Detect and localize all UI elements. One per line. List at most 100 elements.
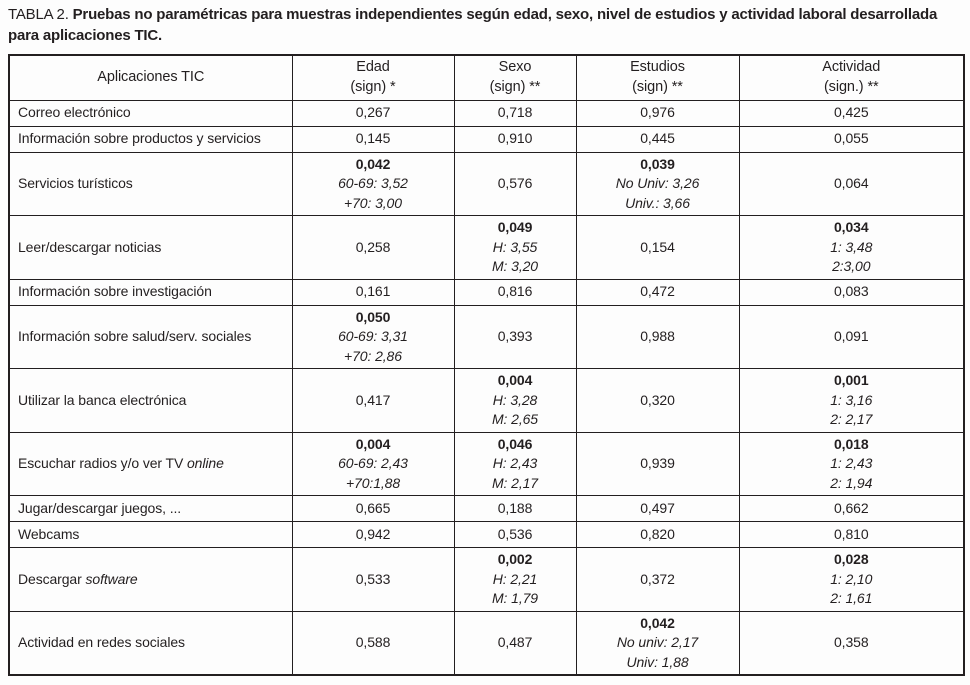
cell-sub-value: 1: 2,10 [830,570,873,587]
cell-sub-value: 2:3,00 [832,258,871,274]
sexo-cell: 0,536 [453,521,577,548]
cell-sub-value: H: 2,21 [492,570,538,587]
actividad-cell: 0,064 [738,151,965,216]
app-label-segment: Webcams [18,525,80,542]
cell-main-value: 0,665 [355,499,391,516]
app-label-segment: Información sobre salud/serv. sociales [18,328,252,344]
app-cell: Información sobre salud/serv. sociales [8,304,293,369]
edad-cell: 0,588 [291,610,455,676]
table-caption-number: TABLA 2. [8,6,69,23]
cell-sub-value: M: 2,17 [492,474,538,491]
cell-main-value: 0,258 [355,238,391,255]
cell-main-value: 0,055 [833,130,869,147]
cell-sub-value: +70:1,88 [345,474,401,491]
edad-cell: 0,417 [291,368,455,433]
table-row: Servicios turísticos 0,042 60-69: 3,52 +70… [8,151,965,216]
actividad-cell: 0,018 1: 2,43 2: 1,94 [738,431,965,496]
sexo-cell: 0,002 H: 2,21 M: 1,79 [453,547,577,612]
sexo-cell: 0,910 [453,125,577,153]
cell-main-value: 0,018 [833,435,869,452]
app-label-segment: Actividad en redes sociales [18,634,185,650]
actividad-cell: 0,034 1: 3,48 2:3,00 [738,215,965,280]
column-header-sub: (sign) ** [489,78,541,95]
table-row: Actividad en redes sociales 0,588 0,487 … [8,610,965,676]
app-label-segment: software [85,570,138,587]
app-label-segment: Correo electrónico [18,104,131,121]
cell-main-value: 0,039 [640,155,675,172]
estudios-cell: 0,372 [575,547,740,612]
estudios-cell: 0,154 [575,215,740,280]
app-cell: Leer/descargar noticias [8,215,293,280]
cell-main-value: 0,042 [355,155,391,172]
cell-main-value: 0,034 [833,219,869,235]
actividad-cell: 0,055 [738,125,965,153]
actividad-cell: 0,091 [738,304,965,369]
sexo-cell: 0,393 [453,304,577,369]
cell-main-value: 0,816 [497,283,533,300]
table-row: Información sobre productos y servicios … [8,125,965,153]
cell-main-value: 0,445 [640,130,675,147]
app-cell: Correo electrónico [8,99,293,127]
edad-cell: 0,665 [291,495,455,522]
cell-main-value: 0,046 [497,435,533,452]
estudios-cell: 0,320 [575,368,740,433]
column-header-sexo: Sexo (sign) ** [453,54,577,101]
actividad-cell: 0,028 1: 2,10 2: 1,61 [738,547,965,612]
cell-main-value: 0,417 [355,391,391,408]
cell-sub-value: 2: 2,17 [830,411,873,427]
table-row: Jugar/descargar juegos, ... 0,665 0,188 … [8,495,965,522]
cell-main-value: 0,161 [355,283,391,300]
table-caption-text: Pruebas no paramétricas para muestras in… [8,6,938,44]
app-label-segment: Escuchar radios y/o ver TV [18,455,187,471]
cell-sub-value: No Univ: 3,26 [615,175,700,191]
table-caption: TABLA 2. Pruebas no paramétricas para mu… [0,0,960,46]
estudios-cell: 0,939 [575,431,740,496]
app-label-segment: Utilizar la banca electrónica [18,391,187,408]
table-body: Correo electrónico 0,267 0,718 0,976 0,4… [8,99,965,676]
edad-cell: 0,004 60-69: 2,43 +70:1,88 [291,431,455,496]
cell-main-value: 0,425 [833,104,869,121]
estudios-cell: 0,497 [575,495,740,522]
cell-main-value: 0,976 [640,104,675,121]
column-header-label: Actividad [822,59,881,76]
sexo-cell: 0,718 [453,99,577,127]
sexo-cell: 0,004 H: 3,28 M: 2,65 [453,368,577,433]
cell-sub-value: M: 1,79 [492,590,538,606]
app-cell: Información sobre investigación [8,278,293,306]
app-cell: Escuchar radios y/o ver TV online [8,431,293,496]
cell-sub-value: +70: 2,86 [344,347,402,364]
app-label-segment: Descargar [18,570,86,587]
cell-main-value: 0,042 [640,614,675,631]
estudios-cell: 0,472 [575,278,740,306]
app-cell: Jugar/descargar juegos, ... [8,495,293,522]
cell-sub-value: 60-69: 2,43 [338,455,408,471]
cell-main-value: 0,358 [833,634,869,650]
cell-main-value: 0,001 [833,372,869,388]
cell-main-value: 0,810 [833,525,869,542]
cell-main-value: 0,154 [640,238,675,255]
sexo-cell: 0,046 H: 2,43 M: 2,17 [453,431,577,496]
table-row: Descargar software 0,533 0,002 H: 2,21 M: … [8,547,965,612]
cell-sub-value: 1: 2,43 [830,455,873,471]
column-header-sub: (sign.) ** [823,78,879,95]
edad-cell: 0,050 60-69: 3,31 +70: 2,86 [291,304,455,369]
estudios-cell: 0,976 [575,99,740,127]
cell-main-value: 0,083 [833,283,869,300]
sexo-cell: 0,487 [453,610,577,676]
column-header-label: Estudios [630,59,685,76]
cell-main-value: 0,064 [833,175,869,191]
table-row: Correo electrónico 0,267 0,718 0,976 0,4… [8,99,965,127]
edad-cell: 0,145 [291,125,455,153]
edad-cell: 0,942 [291,521,455,548]
cell-sub-value: +70: 3,00 [344,194,402,211]
app-cell: Información sobre productos y servicios [8,125,293,153]
cell-sub-value: H: 3,28 [492,391,538,408]
cell-main-value: 0,320 [640,391,675,408]
column-header-sub: (sign) * [350,78,396,95]
column-header-estudios: Estudios (sign) ** [575,54,740,101]
cell-sub-value: M: 3,20 [492,258,538,274]
cell-sub-value: 2: 1,94 [830,474,873,491]
cell-main-value: 0,588 [355,634,391,650]
column-header-label: Sexo [498,59,532,76]
